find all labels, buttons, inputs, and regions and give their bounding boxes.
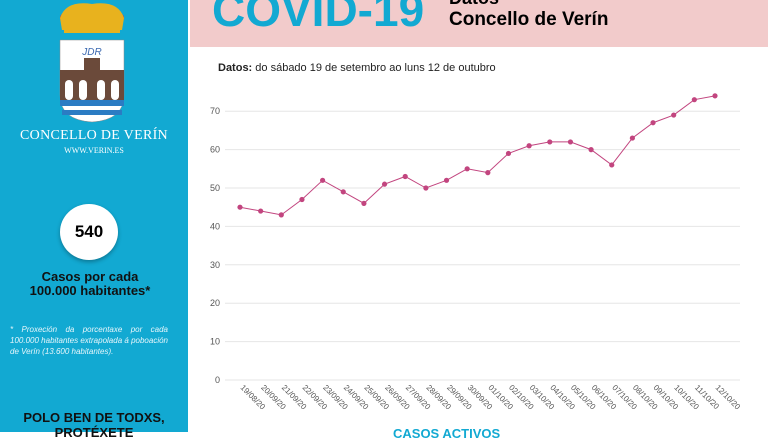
data-point <box>278 212 284 218</box>
data-point <box>237 204 243 210</box>
y-tick-label: 40 <box>210 221 220 231</box>
y-tick-label: 70 <box>210 106 220 116</box>
active-cases-chart: 01020304050607019/08/2020/09/2021/09/202… <box>210 93 742 412</box>
sidebar: JDR CONCELLO DE VERÍN WWW.VERIN.ES 540 C… <box>0 0 188 440</box>
data-point <box>547 139 553 145</box>
data-point <box>567 139 574 145</box>
data-point <box>361 200 367 206</box>
date-range-text: do sábado 19 de setembro ao luns 12 de o… <box>252 62 496 74</box>
data-point <box>691 97 697 103</box>
y-tick-label: 20 <box>210 298 220 308</box>
crest-initials: JDR <box>81 47 101 58</box>
y-tick-label: 50 <box>210 183 220 193</box>
y-tick-label: 10 <box>210 337 220 347</box>
footnote: * Proxeción da porcentaxe por cada 100.0… <box>10 325 168 356</box>
data-point <box>258 208 264 214</box>
y-tick-label: 30 <box>210 260 220 270</box>
header-subtitle: Concello de Verín <box>449 9 609 30</box>
page-title: COVID-19 <box>212 0 425 36</box>
data-point <box>423 185 429 191</box>
data-point <box>588 147 594 153</box>
slogan: POLO BEN DE TODXS, PROTÉXETE <box>23 410 165 440</box>
data-point <box>671 112 677 118</box>
data-point <box>650 120 656 126</box>
municipality-name: CONCELLO DE VERÍN <box>20 128 168 143</box>
y-tick-label: 60 <box>210 145 220 155</box>
data-point <box>464 166 470 172</box>
municipal-crest-logo: JDR <box>59 3 125 123</box>
chart-title: CASOS ACTIVOS <box>393 426 501 441</box>
data-point <box>526 143 532 149</box>
website-link[interactable]: WWW.VERIN.ES <box>64 146 124 155</box>
header-datos: Datos <box>449 0 499 8</box>
cases-label: Casos por cada 100.000 habitantes* <box>29 269 151 298</box>
y-tick-label: 0 <box>215 375 220 385</box>
cases-value-badge: 540 <box>60 204 118 260</box>
data-point <box>712 93 718 99</box>
data-point <box>320 177 326 183</box>
data-point <box>299 196 305 203</box>
data-point <box>340 189 346 195</box>
date-range: Datos: do sábado 19 de setembro ao luns … <box>218 62 496 75</box>
data-point <box>629 135 635 141</box>
header-banner: COVID-19 Datos Concello de Verín <box>190 0 768 47</box>
data-point <box>402 173 408 180</box>
data-point <box>485 170 491 176</box>
data-point <box>505 150 512 157</box>
series-line <box>239 95 716 216</box>
date-range-label: Datos: <box>218 62 253 74</box>
data-point <box>381 181 388 187</box>
data-point <box>609 162 615 168</box>
data-point <box>443 177 450 183</box>
